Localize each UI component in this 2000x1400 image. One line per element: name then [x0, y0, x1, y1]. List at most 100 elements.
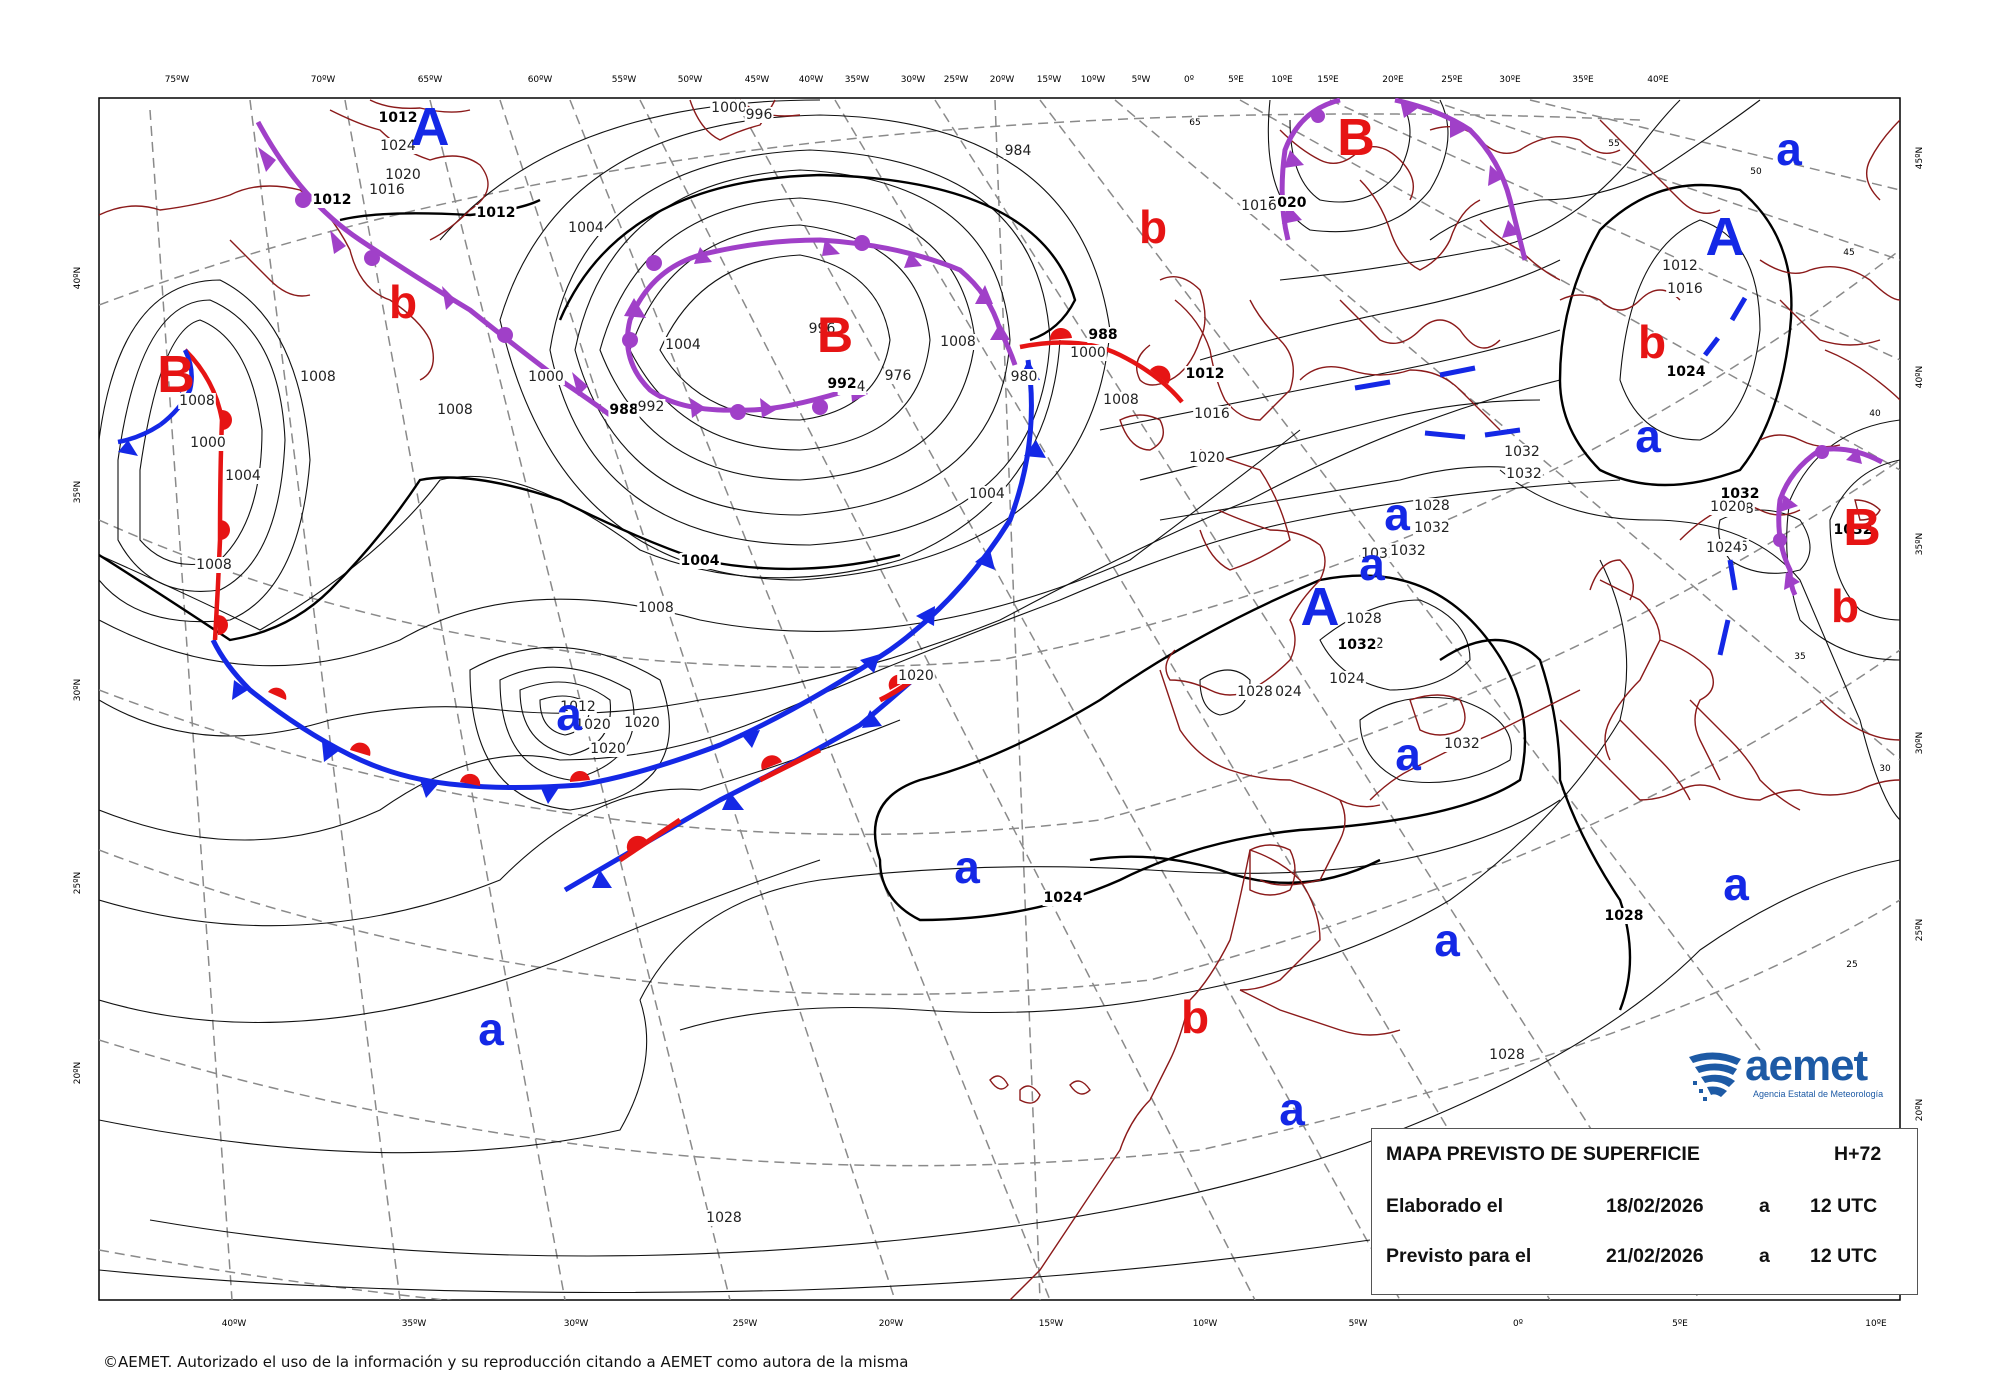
isobar-value-label: 1024 [1329, 671, 1365, 687]
isobar-value-label: 976 [885, 368, 912, 384]
isobar-value-label: 1000 [528, 369, 564, 385]
isobar-value-label: 1024 [380, 138, 416, 154]
isobar-label-backdrop [679, 553, 721, 569]
isobar-label-backdrop [1603, 908, 1645, 924]
valid-time: 12 UTC [1810, 1245, 1878, 1267]
isobar-value-label: 1032 [1504, 444, 1540, 460]
left-axis-label: 40ºN [73, 267, 83, 289]
relative-high-mark: a [1384, 488, 1410, 540]
isobar-label-backdrop [1719, 486, 1761, 502]
relative-high-mark: a [954, 841, 980, 893]
relative-low-mark: b [1831, 580, 1859, 632]
aemet-logo-icon [1689, 1052, 1741, 1101]
isobar-value-label: 1020 [624, 715, 660, 731]
isobar-value-label: 1028 [1605, 908, 1644, 924]
isobar-value-label: 1020 [385, 167, 421, 183]
isobar-value-label: 1008 [1103, 392, 1139, 408]
bottom-axis-label: 20ºW [879, 1319, 904, 1329]
isobar-label-backdrop [559, 699, 597, 715]
isobar-value-label: 1028 [1237, 684, 1273, 700]
top-axis-label: 15ºE [1317, 75, 1339, 85]
isobar-value-label: 996 [809, 321, 836, 337]
isobar-label-backdrop [1042, 890, 1084, 906]
isobar-label-backdrop [1336, 637, 1378, 653]
isobar-label-backdrop [574, 717, 612, 733]
isobar-value-label: 1008 [437, 402, 473, 418]
isobar-label-backdrop [705, 1210, 743, 1226]
relative-high-mark: a [1395, 728, 1421, 780]
warm-front-uk [1019, 340, 1184, 404]
top-axis-label: 5ºW [1132, 75, 1151, 85]
isobar-value-label: 1032 [1506, 466, 1542, 482]
inner-grid-labels: 65 55 50 45 40 35 30 25 [1189, 118, 1891, 970]
top-axis-label: 5ºE [1228, 75, 1244, 85]
isobar-label-backdrop [1009, 369, 1039, 385]
isobar-label-backdrop [1265, 684, 1303, 700]
top-axis-label: 50ºW [678, 75, 703, 85]
high-pressure-center: A [1301, 577, 1340, 637]
bottom-axis-label: 30ºW [564, 1319, 589, 1329]
isobar-value-label: 1032 [1414, 520, 1450, 536]
isobar-label-backdrop [1443, 736, 1481, 752]
isobar-label-backdrop [826, 376, 858, 392]
isobar-label-backdrop [589, 741, 627, 757]
isobar-value-label: 992 [827, 376, 856, 392]
isobar-label-backdrop [1184, 366, 1226, 382]
copyright-notice: ©AEMET. Autorizado el uso de la informac… [103, 1353, 909, 1371]
isobar-value-label: 1012 [379, 110, 418, 126]
right-axis-label: 20ºN [1915, 1099, 1925, 1121]
isobar-value-label: 1016 [1194, 406, 1230, 422]
grid-value-label: 50 [1750, 167, 1762, 177]
isobar-value-label: 1016 [1667, 281, 1703, 297]
isobar-value-label: 980 [1011, 369, 1038, 385]
bottom-axis: 40ºW 35ºW 30ºW 25ºW 20ºW 15ºW 10ºW 5ºW 0º 5ºE 10ºE [222, 1319, 1887, 1329]
isobar-label-backdrop [1240, 198, 1278, 214]
isobar-value-label: 1020 [1710, 499, 1746, 515]
bottom-axis-label: 35ºW [402, 1319, 427, 1329]
aemet-logo: aemet Agencia Estatal de Meteorología [1685, 1041, 1917, 1109]
isobar-label-backdrop [1087, 327, 1119, 343]
isobar-value-label: 1012 [1186, 366, 1225, 382]
grid-value-label: 25 [1846, 960, 1857, 970]
trough-eastern-europe [1703, 296, 1748, 656]
cold-front [210, 359, 1034, 790]
isobar-label-backdrop [379, 138, 417, 154]
top-axis-label: 35ºW [845, 75, 870, 85]
high-pressure-center: A [411, 97, 450, 157]
isobar-label-backdrop [1832, 522, 1874, 538]
isobar-label-backdrop [224, 468, 262, 484]
isobar-value-label: 1004 [568, 220, 604, 236]
top-axis-label: 75ºW [165, 75, 190, 85]
isobar-label-backdrop [311, 192, 353, 208]
top-axis-label: 30ºE [1499, 75, 1521, 85]
relative-low-mark: b [389, 276, 417, 328]
issued-time: 12 UTC [1810, 1195, 1878, 1217]
isobar-value-label: 996 [746, 107, 773, 123]
isobar-label-backdrop [436, 402, 474, 418]
top-axis-label: 20ºE [1382, 75, 1404, 85]
pressure-centers: A A A B B B B [157, 97, 1881, 637]
relative-low-mark: b [1181, 991, 1209, 1043]
forecast-title: MAPA PREVISTO DE SUPERFICIE [1386, 1143, 1700, 1165]
aemet-wordmark: aemet [1745, 1041, 1868, 1090]
isobar-value-label: 1008 [300, 369, 336, 385]
map-frame [98, 97, 1901, 1301]
top-axis-label: 45ºW [745, 75, 770, 85]
top-axis-label: 15ºW [1037, 75, 1062, 85]
bottom-axis-label: 10ºE [1865, 1319, 1887, 1329]
relative-low-mark: b [1638, 316, 1666, 368]
right-axis-label: 35ºN [1915, 533, 1925, 555]
right-axis-label: 25ºN [1915, 919, 1925, 941]
aemet-subtitle: Agencia Estatal de Meteorología [1753, 1089, 1884, 1099]
isobar-label-backdrop [1709, 499, 1747, 515]
left-axis: 40ºN 35ºN 30ºN 25ºN 20ºN [73, 267, 83, 1084]
isobar-value-label: 1032 [1338, 637, 1377, 653]
isobar-label-backdrop [897, 668, 935, 684]
left-axis-label: 20ºN [73, 1062, 83, 1084]
isobar-label-backdrop [377, 110, 419, 126]
isobar-value-label: 1012 [1662, 258, 1698, 274]
isobar-label-backdrop [1188, 450, 1226, 466]
isobar-label-backdrop [475, 205, 517, 221]
isobar-value-label: 1020 [590, 741, 626, 757]
